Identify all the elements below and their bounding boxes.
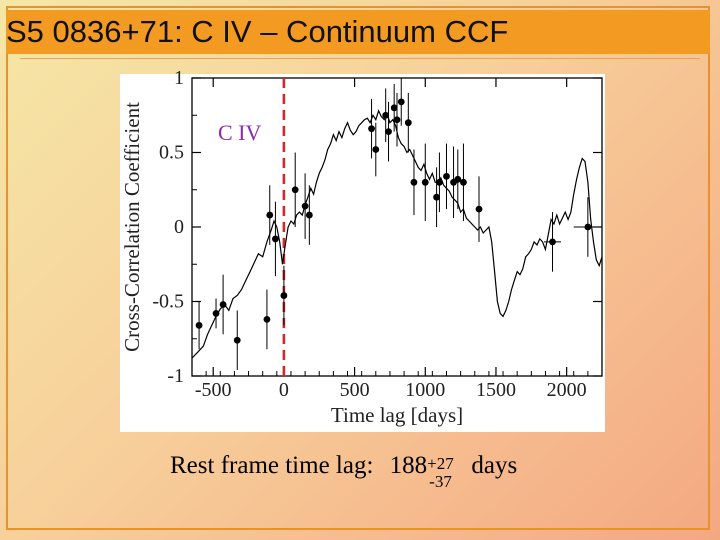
title-bar (6, 10, 710, 54)
data-point (212, 310, 220, 317)
data-point (433, 193, 440, 201)
data-point (301, 202, 309, 210)
lag-caption: Rest frame time lag: 188 +27 -37 days (170, 452, 518, 491)
x-tick-label: 2000 (547, 379, 587, 401)
data-point (219, 301, 227, 308)
x-tick-label: 0 (279, 379, 289, 401)
data-point (368, 125, 375, 133)
data-point (475, 205, 483, 213)
data-point (584, 223, 592, 231)
data-point (372, 146, 380, 153)
lag-plus-error: +27 (427, 454, 454, 473)
data-point (421, 178, 429, 186)
slide-frame (6, 6, 710, 530)
data-point (195, 321, 203, 329)
lag-value: 188 (389, 452, 428, 479)
title-underline (20, 58, 700, 59)
data-point (404, 119, 412, 127)
lag-errors: +27 -37 (427, 454, 465, 491)
x-tick-label: -500 (195, 379, 232, 401)
data-point (382, 111, 390, 119)
data-point (410, 178, 418, 186)
data-point (385, 128, 392, 136)
data-point (280, 292, 288, 299)
data-point (291, 186, 299, 194)
y-tick-label: 0 (174, 216, 184, 238)
y-axis-label: Cross-Correlation Coefficient (120, 102, 144, 352)
y-tick-label: -1 (167, 365, 184, 387)
x-tick-label: 1500 (476, 379, 516, 401)
data-point (397, 98, 405, 106)
caption-label: Rest frame time lag: (170, 452, 374, 479)
data-point (305, 211, 313, 219)
x-tick-label: 1000 (405, 379, 445, 401)
y-tick-label: -0.5 (152, 291, 184, 313)
data-point (393, 116, 401, 124)
x-axis-label: Time lag [days] (331, 403, 463, 427)
ccf-line (191, 109, 603, 359)
y-tick-label: 0.5 (159, 142, 184, 164)
civ-annotation: C IV (218, 120, 262, 145)
data-point (263, 315, 271, 323)
y-tick-label: 1 (174, 67, 184, 89)
data-point (443, 172, 450, 180)
data-point (266, 211, 274, 219)
x-tick-label: 500 (340, 379, 370, 401)
lag-minus-error: -37 (429, 472, 452, 491)
data-point (454, 175, 462, 183)
data-point (549, 238, 556, 246)
slide-title: S5 0836+71: C IV – Continuum CCF (6, 14, 509, 49)
lag-unit: days (471, 452, 518, 479)
data-point (272, 235, 279, 243)
plot-panel (120, 74, 605, 432)
data-point (436, 178, 443, 186)
data-point (390, 104, 398, 112)
data-point (233, 336, 241, 344)
data-point (460, 178, 467, 186)
